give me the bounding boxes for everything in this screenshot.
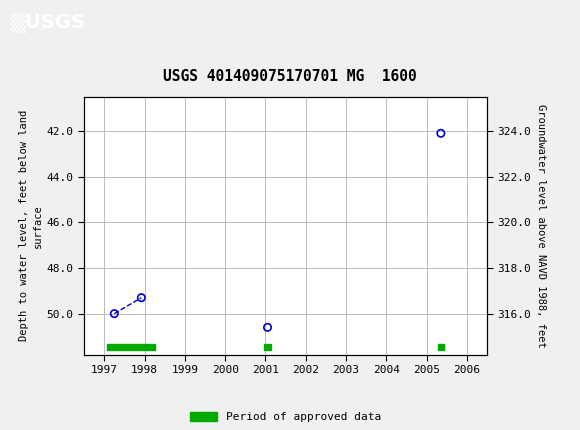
Point bbox=[110, 310, 119, 317]
Text: ▒USGS: ▒USGS bbox=[10, 14, 85, 34]
Bar bbox=[264, 344, 271, 350]
Y-axis label: Groundwater level above NAVD 1988, feet: Groundwater level above NAVD 1988, feet bbox=[535, 104, 546, 347]
Bar bbox=[438, 344, 444, 350]
Y-axis label: Depth to water level, feet below land
surface: Depth to water level, feet below land su… bbox=[19, 110, 42, 341]
Point bbox=[263, 324, 272, 331]
Point bbox=[436, 130, 445, 137]
Legend: Period of approved data: Period of approved data bbox=[185, 407, 386, 427]
Text: USGS 401409075170701 MG  1600: USGS 401409075170701 MG 1600 bbox=[163, 69, 417, 84]
Point bbox=[137, 294, 146, 301]
Bar bbox=[107, 344, 155, 350]
